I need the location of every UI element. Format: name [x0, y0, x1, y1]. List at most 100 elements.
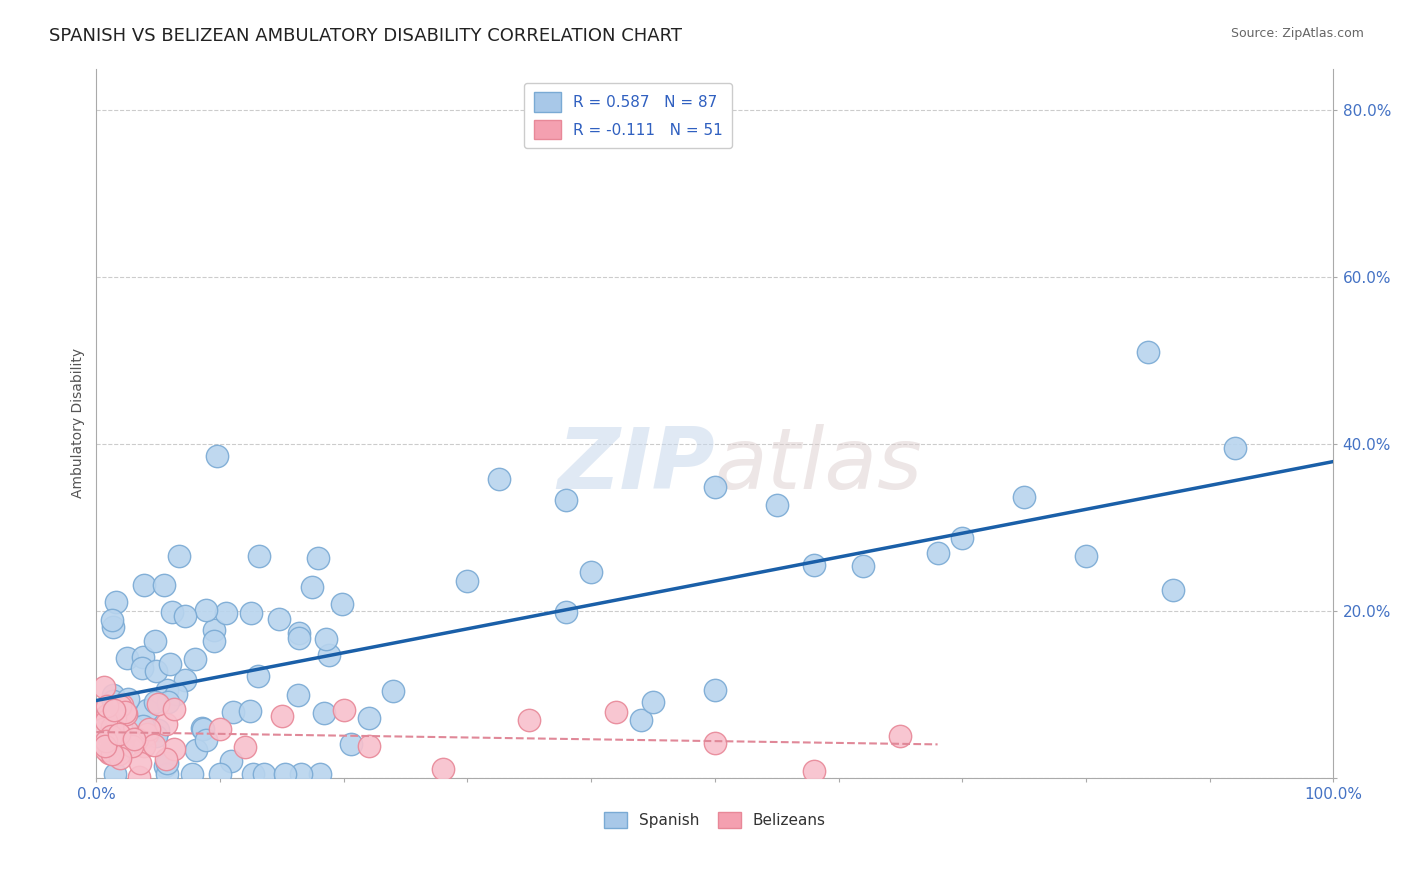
- Point: [173, 673, 195, 688]
- Point: [94, 734, 117, 748]
- Point: [107, 727, 129, 741]
- Point: [247, 668, 270, 682]
- Point: [156, 767, 179, 781]
- Point: [253, 767, 276, 781]
- Point: [163, 702, 186, 716]
- Point: [121, 739, 143, 753]
- Point: [108, 751, 131, 765]
- Point: [156, 756, 179, 770]
- Point: [287, 688, 309, 702]
- Point: [1136, 344, 1159, 359]
- Point: [155, 759, 177, 773]
- Legend: Spanish, Belizeans: Spanish, Belizeans: [598, 805, 832, 834]
- Point: [456, 574, 478, 589]
- Point: [93, 680, 115, 694]
- Point: [103, 703, 125, 717]
- Point: [101, 693, 124, 707]
- Point: [143, 738, 166, 752]
- Point: [135, 703, 157, 717]
- Point: [91, 722, 114, 736]
- Point: [318, 648, 340, 663]
- Point: [143, 696, 166, 710]
- Point: [104, 730, 127, 744]
- Point: [132, 739, 155, 754]
- Point: [94, 739, 117, 753]
- Point: [314, 706, 336, 720]
- Point: [269, 612, 291, 626]
- Point: [1074, 549, 1097, 563]
- Point: [163, 741, 186, 756]
- Point: [127, 732, 149, 747]
- Point: [579, 566, 602, 580]
- Point: [186, 743, 208, 757]
- Point: [94, 743, 117, 757]
- Point: [1223, 441, 1246, 455]
- Point: [101, 688, 124, 702]
- Point: [315, 632, 337, 647]
- Point: [208, 767, 231, 781]
- Point: [117, 691, 139, 706]
- Point: [239, 704, 262, 718]
- Point: [96, 708, 118, 723]
- Point: [145, 730, 167, 744]
- Point: [101, 747, 124, 761]
- Point: [134, 578, 156, 592]
- Point: [101, 720, 124, 734]
- Point: [207, 449, 229, 463]
- Text: Source: ZipAtlas.com: Source: ZipAtlas.com: [1230, 27, 1364, 40]
- Point: [156, 695, 179, 709]
- Point: [703, 682, 725, 697]
- Point: [202, 633, 225, 648]
- Point: [104, 767, 127, 781]
- Point: [195, 603, 218, 617]
- Point: [129, 756, 152, 770]
- Point: [105, 595, 128, 609]
- Point: [104, 711, 127, 725]
- Point: [330, 597, 353, 611]
- Point: [174, 609, 197, 624]
- Point: [152, 577, 174, 591]
- Point: [110, 741, 132, 756]
- Point: [195, 732, 218, 747]
- Point: [138, 722, 160, 736]
- Point: [333, 704, 356, 718]
- Point: [803, 558, 825, 573]
- Point: [222, 705, 245, 719]
- Point: [181, 766, 204, 780]
- Text: ZIP: ZIP: [557, 425, 714, 508]
- Point: [852, 559, 875, 574]
- Point: [98, 746, 121, 760]
- Point: [114, 705, 136, 719]
- Point: [927, 546, 949, 560]
- Point: [488, 472, 510, 486]
- Point: [191, 721, 214, 735]
- Point: [155, 752, 177, 766]
- Point: [950, 531, 973, 545]
- Point: [209, 722, 232, 736]
- Point: [101, 613, 124, 627]
- Point: [165, 687, 187, 701]
- Point: [183, 652, 205, 666]
- Point: [630, 714, 652, 728]
- Text: atlas: atlas: [714, 425, 922, 508]
- Point: [132, 649, 155, 664]
- Point: [101, 722, 124, 736]
- Point: [107, 747, 129, 761]
- Point: [765, 498, 787, 512]
- Point: [156, 683, 179, 698]
- Point: [703, 736, 725, 750]
- Point: [803, 764, 825, 778]
- Point: [167, 549, 190, 563]
- Point: [233, 740, 256, 755]
- Point: [96, 698, 118, 713]
- Point: [1161, 582, 1184, 597]
- Point: [155, 717, 177, 731]
- Point: [122, 731, 145, 746]
- Point: [110, 699, 132, 714]
- Point: [128, 770, 150, 784]
- Point: [101, 620, 124, 634]
- Point: [143, 634, 166, 648]
- Point: [117, 650, 139, 665]
- Point: [247, 549, 270, 564]
- Text: SPANISH VS BELIZEAN AMBULATORY DISABILITY CORRELATION CHART: SPANISH VS BELIZEAN AMBULATORY DISABILIT…: [49, 27, 682, 45]
